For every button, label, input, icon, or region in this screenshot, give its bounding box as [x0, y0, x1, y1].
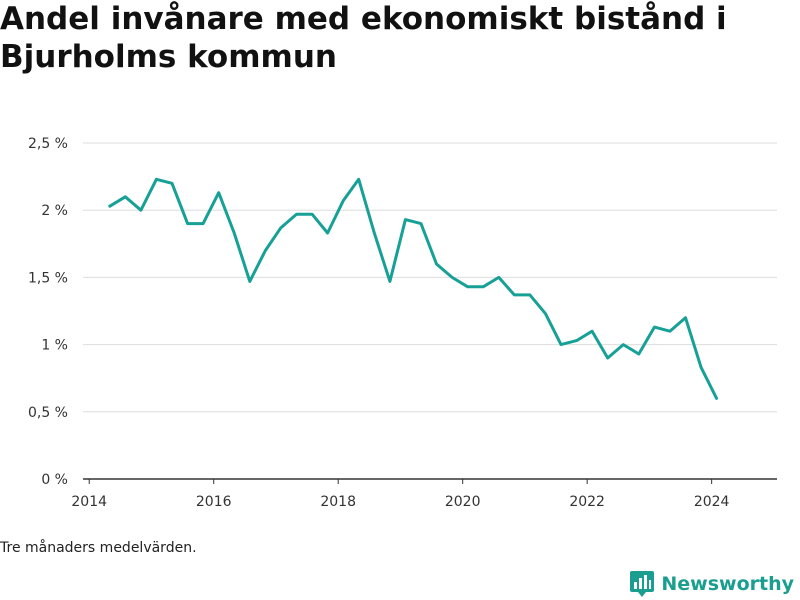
brand-logo: Newsworthy: [629, 569, 794, 599]
x-tick-label: 2016: [196, 494, 232, 510]
series-line: [108, 177, 719, 400]
x-tick-label: 2018: [320, 494, 356, 510]
y-tick-label: 0,5 %: [28, 405, 68, 421]
x-axis-labels: 2014 2016 2018 2020 2022 2024: [71, 494, 729, 510]
x-tick-label: 2022: [569, 494, 605, 510]
y-tick-label: 0 %: [41, 472, 68, 488]
y-tick-label: 1 %: [41, 338, 68, 354]
x-tick-label: 2014: [71, 494, 107, 510]
y-axis-labels: 0 % 0,5 % 1 % 1,5 % 2 % 2,5 %: [28, 136, 68, 488]
brand-name: Newsworthy: [661, 573, 794, 595]
line-chart: 0 % 0,5 % 1 % 1,5 % 2 % 2,5 % 2014 2016 2018 202…: [28, 136, 777, 510]
y-tick-label: 2 %: [41, 203, 68, 219]
chart-note: Tre månaders medelvärden.: [0, 540, 197, 556]
x-axis: [83, 478, 777, 484]
chart-title: Andel invånare med ekonomiskt bistånd i …: [0, 1, 727, 75]
x-tick-label: 2020: [445, 494, 481, 510]
y-tick-label: 2,5 %: [28, 136, 68, 152]
y-tick-label: 1,5 %: [28, 270, 68, 286]
newsworthy-logo-icon: [630, 571, 655, 597]
gridlines: [83, 142, 777, 413]
x-tick-label: 2024: [694, 494, 730, 510]
